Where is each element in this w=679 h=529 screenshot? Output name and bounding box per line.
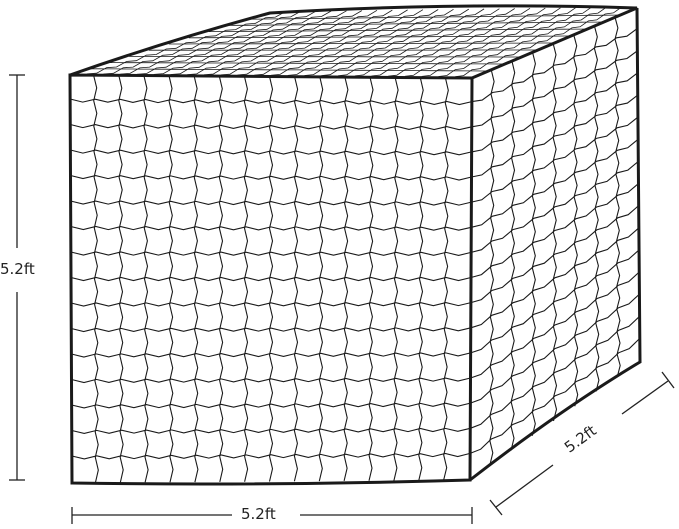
net-strand <box>237 9 424 76</box>
net-strand <box>418 77 424 481</box>
net-strand <box>71 327 471 333</box>
net-strand <box>168 75 174 483</box>
net-strand <box>293 76 299 482</box>
width-label: 5.2ft <box>238 505 279 523</box>
net-strand <box>70 276 472 282</box>
net-strand <box>287 8 470 76</box>
net-strand <box>443 77 449 481</box>
net-strand <box>203 9 393 76</box>
net-strand <box>71 377 471 384</box>
net-strand <box>404 7 577 77</box>
right-face-edge <box>469 7 642 482</box>
net-strand <box>71 452 471 460</box>
net-strand <box>118 75 124 483</box>
net-strand <box>268 76 274 482</box>
net-strand <box>70 200 472 206</box>
net-strand <box>193 75 199 483</box>
net-strand <box>470 315 640 429</box>
net-strand <box>187 9 378 76</box>
net-strand <box>321 8 500 77</box>
net-strand <box>71 402 471 409</box>
height-label: 5.2ft <box>0 260 35 278</box>
top-face-edge <box>69 4 638 80</box>
net-strand <box>304 8 485 76</box>
net-strand <box>136 10 332 75</box>
cube-outline <box>68 4 642 486</box>
net-strand <box>69 98 473 106</box>
front-face-edge <box>68 73 474 486</box>
net-strand <box>220 9 408 76</box>
net-strand <box>470 183 639 279</box>
net-strand <box>470 293 640 404</box>
net-strand <box>93 75 99 483</box>
net-strand <box>70 251 472 256</box>
net-strand <box>471 116 639 203</box>
net-strand <box>120 10 317 75</box>
net-strand <box>71 352 471 358</box>
net-strand <box>470 227 640 329</box>
net-strand <box>388 7 561 77</box>
net-strand <box>469 338 641 454</box>
depth-dimension-line <box>489 371 675 516</box>
net-strand <box>368 77 374 481</box>
net-strand <box>70 225 472 231</box>
net-strand <box>153 10 347 75</box>
net-strand <box>371 7 546 77</box>
net-strand <box>86 11 286 75</box>
net-strand <box>170 10 363 75</box>
net-strand <box>318 76 324 482</box>
net-strand <box>471 50 638 128</box>
net-strand <box>470 271 640 379</box>
net-strand <box>218 75 224 483</box>
net-strand <box>70 149 472 156</box>
net-strand <box>471 138 639 228</box>
net-strand <box>471 72 638 153</box>
net-strand <box>270 8 454 76</box>
net-strand <box>421 7 592 77</box>
net-strand <box>70 174 472 181</box>
net-strand <box>254 9 439 76</box>
top-face-net <box>86 6 622 78</box>
width-dimension-line <box>71 507 473 524</box>
net-strand <box>470 249 640 354</box>
right-face-net <box>469 16 641 466</box>
net-strand <box>354 7 531 77</box>
net-strand <box>71 427 471 434</box>
net-strand <box>438 6 607 77</box>
net-strand <box>343 76 349 482</box>
net-strand <box>243 76 249 482</box>
net-strand <box>455 6 622 78</box>
front-face-net <box>69 75 473 483</box>
net-strand <box>103 11 301 75</box>
net-strand <box>393 77 399 481</box>
net-strand <box>70 123 472 131</box>
net-strand <box>470 205 640 304</box>
net-strand <box>470 160 639 253</box>
net-strand <box>471 28 638 103</box>
height-dimension-line <box>9 74 25 481</box>
net-strand <box>143 75 149 483</box>
net-strand <box>471 94 639 178</box>
net-strand <box>337 8 515 77</box>
net-strand <box>70 302 472 307</box>
